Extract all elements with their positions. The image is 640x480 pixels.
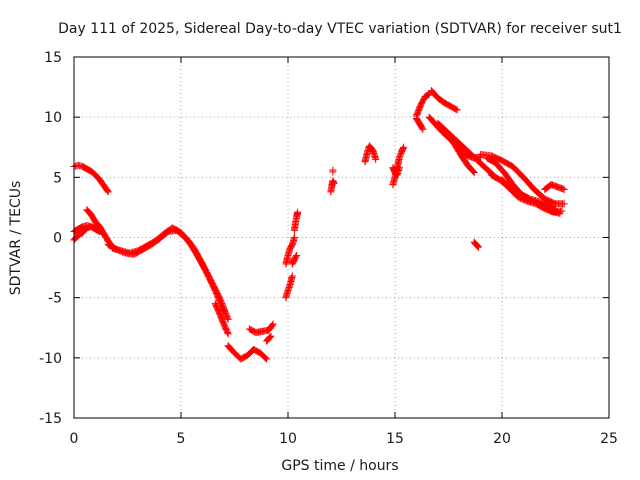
data-point-markers — [445, 131, 478, 176]
data-point-markers — [327, 177, 338, 196]
series-arc-18 — [389, 143, 408, 189]
y-tick-label: -10 — [39, 351, 62, 367]
y-tick-label: -5 — [48, 291, 62, 307]
series-arc-13 — [288, 252, 301, 268]
series-arc-8 — [211, 300, 232, 338]
series-arc-21 — [412, 114, 427, 133]
data-point-markers — [427, 87, 461, 114]
plot-frame — [73, 56, 610, 419]
data-point-markers — [263, 332, 275, 345]
series-arc-7 — [224, 342, 271, 363]
axis-ticks: 0 5 10 15 20 25 15 10 5 0 -5 -10 -15 — [39, 50, 618, 447]
series-arc-19 — [389, 164, 403, 179]
data-point-markers — [412, 114, 427, 133]
data-point-markers — [389, 143, 408, 189]
data-point-markers — [361, 142, 380, 166]
data-point-markers — [498, 176, 566, 216]
grid — [74, 57, 609, 418]
data-point-markers — [70, 161, 112, 196]
data-point-markers — [211, 300, 232, 338]
y-tick-label: -15 — [39, 411, 62, 427]
data-point-markers — [290, 208, 302, 234]
data-point-markers — [477, 151, 568, 208]
series-arc-5 — [104, 226, 232, 323]
data-marks — [70, 87, 568, 363]
series-arc-31 — [470, 238, 482, 251]
data-point-markers — [470, 238, 482, 251]
series-arc-25 — [445, 131, 478, 176]
data-point-markers — [282, 272, 296, 302]
y-tick-label: 5 — [53, 170, 62, 186]
y-tick-label: 10 — [44, 110, 62, 126]
chart-title: Day 111 of 2025, Sidereal Day-to-day VTE… — [58, 21, 622, 37]
series-arc-24 — [434, 119, 500, 181]
y-tick-label: 15 — [44, 50, 62, 66]
series-arc-14 — [290, 208, 302, 234]
series-arc-10 — [263, 332, 275, 345]
data-point-markers — [288, 252, 301, 268]
series-arc-11 — [282, 272, 296, 302]
x-tick-label: 5 — [177, 431, 186, 447]
data-point-markers — [282, 234, 298, 268]
series-arc-17 — [361, 142, 380, 166]
x-tick-label: 0 — [70, 431, 79, 447]
data-point-markers — [329, 166, 337, 176]
series-arc-26 — [477, 151, 568, 208]
y-axis-label: SDTVAR / TECUs — [8, 181, 24, 296]
series-arc-22 — [427, 87, 461, 114]
series-arc-1 — [70, 161, 112, 196]
data-point-markers — [104, 226, 232, 323]
y-tick-label: 0 — [53, 231, 62, 247]
data-point-markers — [541, 181, 568, 193]
x-tick-label: 10 — [279, 431, 297, 447]
x-tick-label: 15 — [386, 431, 404, 447]
x-tick-label: 20 — [493, 431, 511, 447]
data-point-markers — [389, 164, 403, 179]
data-point-markers — [109, 224, 228, 315]
series-arc-16 — [329, 166, 337, 176]
data-point-markers — [246, 320, 277, 337]
series-arc-6 — [109, 224, 228, 315]
x-tick-label: 25 — [600, 431, 618, 447]
series-arc-9 — [246, 320, 277, 337]
x-axis-label: GPS time / hours — [281, 458, 398, 474]
series-arc-12 — [282, 234, 298, 268]
data-point-markers — [434, 119, 500, 181]
data-point-markers — [224, 342, 271, 363]
series-arc-29 — [498, 176, 566, 216]
series-arc-15 — [327, 177, 338, 196]
series-arc-30 — [541, 181, 568, 193]
